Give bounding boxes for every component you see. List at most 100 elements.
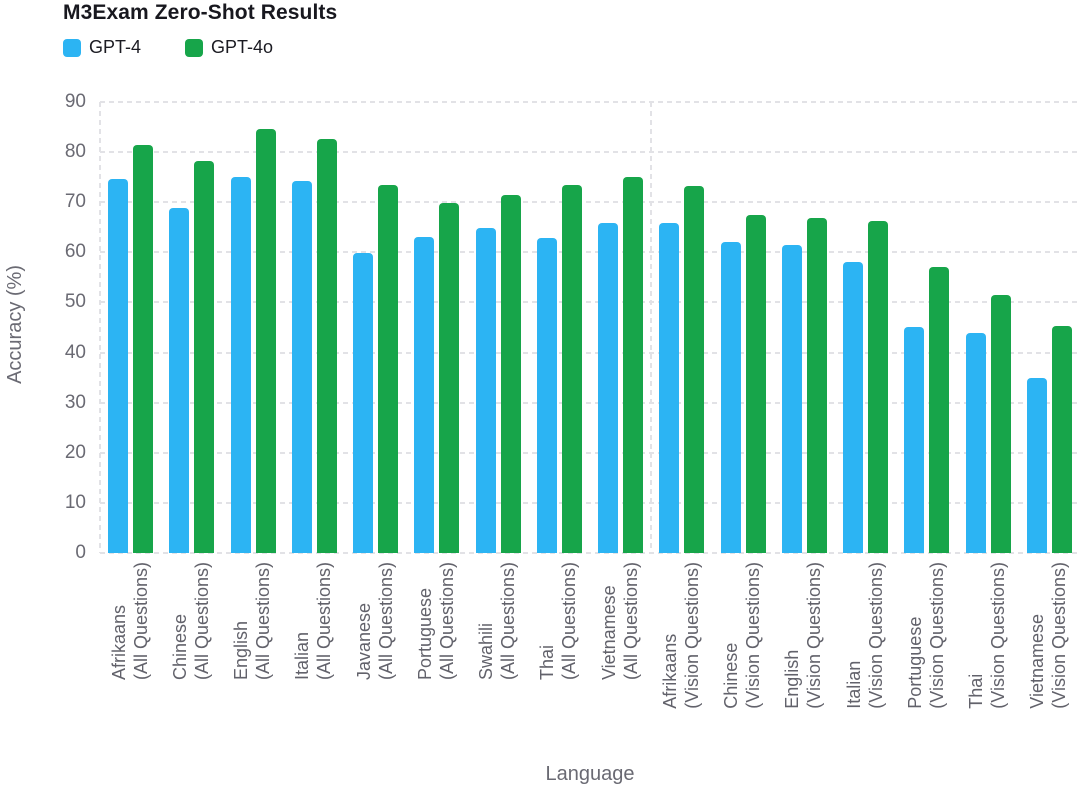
bar-gpt-4o-6 [439,203,460,553]
bar-gpt-4o-13 [868,221,889,553]
y-tick-label-50: 50 [64,291,86,313]
y-axis-title: Accuracy (%) [4,265,26,384]
x-label-cell-5: Javanese (All Questions) [345,562,406,709]
bar-gpt-4o-2 [194,161,215,553]
bar-group-10 [651,102,712,553]
x-label-cell-14: Portuguese (Vision Questions) [896,562,957,709]
y-tick-label-20: 20 [64,441,86,463]
bar-group-1 [100,102,161,553]
bar-gpt-4o-14 [929,266,950,553]
x-label-cell-8: Thai (All Questions) [529,562,590,709]
bar-gpt-4-7 [475,227,496,553]
gridline-y-60 [100,251,1080,254]
legend: GPT-4 GPT-4o [63,37,273,58]
bar-gpt-4-4 [291,180,312,553]
x-label-8: Thai (All Questions) [537,562,580,681]
gridline-y-20 [100,451,1080,454]
x-label-cell-9: Vietnamese (All Questions) [590,562,651,709]
x-label-cell-13: Italian (Vision Questions) [835,562,896,709]
y-tick-label-0: 0 [75,542,86,563]
bar-gpt-4-1 [108,178,129,553]
bar-gpt-4-16 [1026,378,1047,553]
x-label-16: Vietnamese (Vision Questions) [1027,562,1070,709]
bar-group-4 [284,102,345,553]
x-label-12: English (Vision Questions) [782,562,825,709]
bar-gpt-4-13 [843,261,864,553]
x-label-cell-12: English (Vision Questions) [774,562,835,709]
x-label-5: Javanese (All Questions) [353,562,396,681]
x-label-6: Portuguese (All Questions) [414,562,457,681]
bar-group-2 [161,102,222,553]
x-label-14: Portuguese (Vision Questions) [904,562,947,709]
bar-group-14 [896,102,957,553]
bar-gpt-4o-11 [745,215,766,553]
x-label-9: Vietnamese (All Questions) [598,562,641,681]
chart-title: M3Exam Zero-Shot Results [63,1,338,24]
bar-gpt-4-14 [904,326,925,553]
x-label-7: Swahili (All Questions) [476,562,519,681]
y-tick-label-80: 80 [64,141,86,163]
x-label-cell-15: Thai (Vision Questions) [958,562,1019,709]
section-divider [650,102,653,553]
bar-gpt-4o-12 [806,217,827,553]
bar-group-3 [223,102,284,553]
x-label-cell-4: Italian (All Questions) [284,562,345,709]
x-label-1: Afrikaans (All Questions) [108,562,151,681]
x-label-cell-1: Afrikaans (All Questions) [100,562,161,709]
gridline-y-90 [100,101,1080,103]
x-label-2: Chinese (All Questions) [169,562,212,681]
gridline-y-40 [100,351,1080,354]
x-label-15: Thai (Vision Questions) [966,562,1009,709]
bar-gpt-4o-16 [1051,326,1072,553]
bar-gpt-4o-3 [255,129,276,553]
x-axis-labels: Afrikaans (All Questions) Chinese (All Qu… [100,562,1080,709]
legend-swatch-gpt-4o [185,38,204,57]
bar-gpt-4o-9 [623,177,644,553]
y-tick-label-40: 40 [64,341,86,363]
bar-group-8 [529,102,590,553]
bar-group-16 [1019,102,1080,553]
x-label-cell-3: English (All Questions) [223,562,284,709]
bar-group-6 [406,102,467,553]
x-label-cell-7: Swahili (All Questions) [468,562,529,709]
bar-gpt-4o-4 [316,138,337,553]
bar-gpt-4-11 [720,241,741,553]
gridline-y-50 [100,301,1080,304]
x-label-cell-2: Chinese (All Questions) [161,562,222,709]
bar-gpt-4-15 [965,332,986,553]
legend-item-gpt-4: GPT-4 [63,37,141,58]
x-label-4: Italian (All Questions) [292,562,335,681]
y-tick-label-10: 10 [64,491,86,513]
x-label-cell-16: Vietnamese (Vision Questions) [1019,562,1080,709]
legend-item-gpt-4o: GPT-4o [185,37,273,58]
bar-group-13 [835,102,896,553]
x-label-13: Italian (Vision Questions) [843,562,886,709]
bar-group-12 [774,102,835,553]
bar-group-7 [468,102,529,553]
bar-group-5 [345,102,406,553]
bar-gpt-4o-1 [133,145,154,553]
bar-gpt-4-2 [169,207,190,553]
y-tick-label-60: 60 [64,241,86,263]
x-label-cell-6: Portuguese (All Questions) [406,562,467,709]
legend-swatch-gpt-4 [63,38,81,57]
gridline-y-30 [100,401,1080,404]
bar-gpt-4-10 [659,223,680,553]
bar-group-15 [958,102,1019,553]
bar-gpt-4-5 [353,253,374,553]
y-tick-label-70: 70 [64,191,86,213]
bar-gpt-4-6 [414,237,435,553]
gridline-y-0 [100,552,1080,554]
x-label-10: Afrikaans (Vision Questions) [659,562,702,709]
bar-group-9 [590,102,651,553]
plot-area [99,101,1080,554]
bar-gpt-4-12 [781,245,802,553]
legend-label-gpt-4: GPT-4 [89,37,142,57]
bar-gpt-4-9 [598,222,619,553]
x-axis-title: Language [545,763,635,785]
bar-gpt-4o-7 [500,195,521,553]
bar-gpt-4o-8 [561,184,582,553]
gridline-plot-left [99,102,101,553]
bar-gpt-4-8 [536,237,557,553]
